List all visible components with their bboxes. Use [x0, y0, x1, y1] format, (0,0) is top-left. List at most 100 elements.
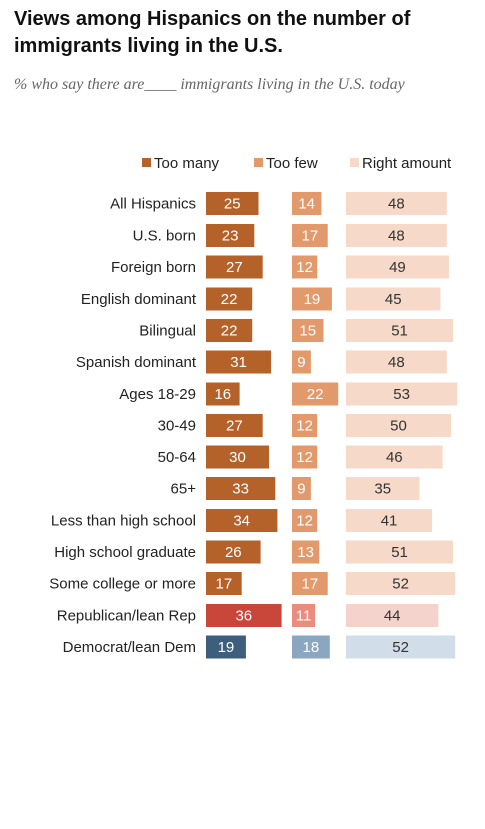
category-label-english-dominant: English dominant: [81, 291, 197, 308]
bar-right-amount-all-hispanics: [346, 192, 447, 215]
category-label-spanish-dominant: Spanish dominant: [76, 354, 197, 371]
value-label-right-amount-30-49: 50: [390, 418, 407, 435]
category-label-u-s-born: U.S. born: [133, 228, 196, 245]
value-label-too-many-u-s-born: 23: [222, 228, 239, 245]
value-label-right-amount-less-than-high-school: 41: [381, 513, 398, 530]
legend: Too many Too few Right amount: [0, 154, 485, 174]
bar-too-many-50-64: [206, 445, 269, 469]
value-label-too-many-republican-lean-rep: 36: [235, 608, 252, 625]
category-label-democrat-lean-dem: Democrat/lean Dem: [63, 639, 196, 656]
value-label-right-amount-english-dominant: 45: [385, 291, 402, 308]
category-label-all-hispanics: All Hispanics: [110, 196, 196, 213]
value-label-too-many-bilingual: 22: [221, 323, 238, 340]
bar-right-amount-foreign-born: [346, 255, 449, 279]
bar-too-few-some-college-or-more: [292, 572, 328, 595]
bar-too-many-some-college-or-more: [206, 572, 242, 595]
value-label-right-amount-democrat-lean-dem: 52: [392, 639, 409, 656]
value-label-too-few-50-64: 12: [296, 449, 313, 466]
bar-right-amount-republican-lean-rep: [346, 604, 439, 627]
value-label-too-few-some-college-or-more: 17: [302, 576, 319, 593]
value-label-too-few-spanish-dominant: 9: [297, 354, 305, 371]
bar-too-few-foreign-born: [292, 255, 318, 279]
legend-label-too-many: Too many: [154, 155, 220, 172]
bar-right-amount-50-64: [346, 445, 443, 469]
bar-right-amount-less-than-high-school: [346, 509, 433, 532]
value-label-too-many-less-than-high-school: 34: [233, 513, 250, 530]
value-label-right-amount-ages-18-29: 53: [393, 386, 410, 403]
value-label-too-many-50-64: 30: [229, 449, 246, 466]
value-label-right-amount-spanish-dominant: 48: [388, 354, 405, 371]
bar-too-few-less-than-high-school: [292, 509, 318, 532]
bar-too-few-bilingual: [292, 319, 324, 342]
bar-right-amount-english-dominant: [346, 287, 441, 311]
bar-right-amount-ages-18-29: [346, 382, 458, 406]
legend-item-too-many: Too many: [142, 154, 219, 174]
category-label-foreign-born: Foreign born: [111, 259, 196, 276]
bar-right-amount-some-college-or-more: [346, 572, 456, 595]
category-label-30-49: 30-49: [158, 418, 196, 435]
bar-right-amount-high-school-graduate: [346, 540, 454, 564]
bar-too-few-all-hispanics: [292, 192, 322, 215]
bar-right-amount-democrat-lean-dem: [346, 635, 456, 659]
value-label-too-many-democrat-lean-dem: 19: [218, 639, 235, 656]
bar-too-many-spanish-dominant: [206, 350, 272, 374]
legend-label-too-few: Too few: [266, 155, 318, 172]
value-label-too-few-u-s-born: 17: [302, 228, 319, 245]
bar-right-amount-spanish-dominant: [346, 350, 447, 374]
value-label-too-many-30-49: 27: [226, 418, 243, 435]
bar-too-many-65: [206, 477, 276, 500]
legend-item-too-few: Too few: [254, 154, 318, 174]
value-label-too-many-all-hispanics: 25: [224, 196, 241, 213]
value-label-too-few-high-school-graduate: 13: [297, 544, 314, 561]
bar-too-few-democrat-lean-dem: [292, 635, 330, 659]
value-label-too-few-ages-18-29: 22: [307, 386, 324, 403]
value-label-too-few-65: 9: [297, 481, 305, 498]
bar-too-few-spanish-dominant: [292, 350, 311, 374]
value-label-too-few-foreign-born: 12: [296, 259, 313, 276]
category-label-50-64: 50-64: [158, 449, 196, 466]
value-label-too-many-some-college-or-more: 17: [216, 576, 233, 593]
category-label-less-than-high-school: Less than high school: [51, 513, 196, 530]
bar-too-few-high-school-graduate: [292, 540, 320, 564]
bar-too-few-english-dominant: [292, 287, 332, 311]
legend-swatch-too-many: [142, 158, 151, 167]
bar-right-amount-u-s-born: [346, 224, 447, 247]
value-label-too-few-30-49: 12: [296, 418, 313, 435]
value-label-too-few-republican-lean-rep: 11: [296, 608, 312, 625]
value-label-right-amount-some-college-or-more: 52: [392, 576, 409, 593]
value-label-right-amount-bilingual: 51: [391, 323, 408, 340]
value-label-right-amount-50-64: 46: [386, 449, 403, 466]
value-label-too-few-english-dominant: 19: [304, 291, 321, 308]
value-label-too-many-spanish-dominant: 31: [230, 354, 247, 371]
bar-right-amount-bilingual: [346, 319, 454, 342]
bar-too-many-foreign-born: [206, 255, 263, 279]
bar-right-amount-30-49: [346, 414, 451, 437]
category-label-bilingual: Bilingual: [139, 323, 196, 340]
bar-too-many-english-dominant: [206, 287, 253, 311]
bar-too-few-50-64: [292, 445, 318, 469]
bar-too-many-ages-18-29: [206, 382, 240, 406]
value-label-too-few-bilingual: 15: [299, 323, 316, 340]
bar-too-many-republican-lean-rep: [206, 604, 282, 627]
bar-too-many-less-than-high-school: [206, 509, 278, 532]
bar-too-few-30-49: [292, 414, 318, 437]
category-label-65: 65+: [171, 481, 197, 498]
value-label-too-many-ages-18-29: 16: [214, 386, 231, 403]
value-label-right-amount-u-s-born: 48: [388, 228, 405, 245]
value-label-right-amount-foreign-born: 49: [389, 259, 406, 276]
legend-swatch-too-few: [254, 158, 263, 167]
bar-too-few-republican-lean-rep: [292, 604, 316, 627]
bar-right-amount-65: [346, 477, 420, 500]
value-label-too-few-democrat-lean-dem: 18: [303, 639, 320, 656]
value-label-right-amount-all-hispanics: 48: [388, 196, 405, 213]
value-label-right-amount-65: 35: [374, 481, 391, 498]
bar-too-many-u-s-born: [206, 224, 255, 247]
legend-swatch-right-amount: [350, 158, 359, 167]
value-label-too-few-all-hispanics: 14: [298, 196, 315, 213]
bar-too-few-ages-18-29: [292, 382, 339, 406]
bar-too-many-all-hispanics: [206, 192, 259, 215]
value-label-too-many-english-dominant: 22: [221, 291, 238, 308]
bar-too-many-democrat-lean-dem: [206, 635, 246, 659]
legend-item-right-amount: Right amount: [350, 154, 451, 174]
